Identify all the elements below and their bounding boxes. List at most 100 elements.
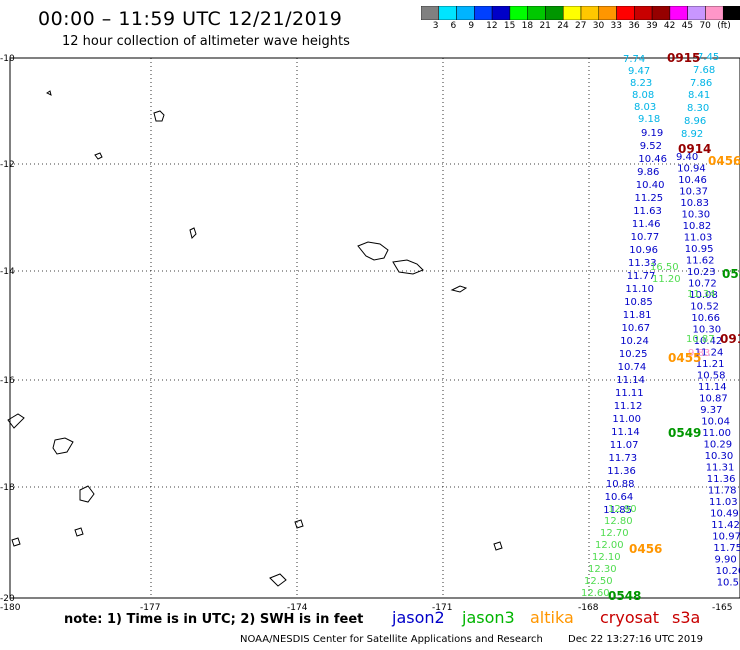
track-value-blue: 10.95 bbox=[685, 244, 714, 255]
track-value-blue: 10.66 bbox=[691, 313, 720, 324]
track-value-blue: 10.49 bbox=[710, 509, 739, 520]
color-scale-label: 30 bbox=[592, 21, 605, 31]
track-value-blue: 10.46 bbox=[678, 175, 707, 186]
track-value-blue: 11.00 bbox=[702, 428, 731, 439]
track-value-blue: 10.20 bbox=[716, 566, 740, 577]
track-value-blue: 10.96 bbox=[629, 245, 658, 256]
y-axis-label: -12 bbox=[0, 160, 15, 170]
track-value-blue: 11.46 bbox=[632, 219, 661, 230]
color-scale-label: 36 bbox=[628, 21, 640, 31]
legend-jason2: jason2 bbox=[392, 608, 445, 627]
track-value-blue: 10.46 bbox=[638, 154, 667, 165]
track-value-blue: 11.03 bbox=[684, 233, 713, 244]
track-value-blue: 10.56 bbox=[717, 578, 740, 589]
track-value-blue: 10.25 bbox=[619, 349, 648, 360]
x-axis-label: -168 bbox=[578, 603, 599, 613]
track-value-blue: 10.08 bbox=[689, 290, 718, 301]
track-value-blue: 11.78 bbox=[708, 486, 737, 497]
color-scale-label: 33 bbox=[610, 21, 622, 31]
color-scale-label: 42 bbox=[663, 21, 676, 31]
track-value-green: 16.50 bbox=[650, 262, 679, 273]
x-axis-label: -165 bbox=[712, 603, 732, 613]
pass-time-altika-mid: 0455 bbox=[668, 351, 701, 365]
track-value-blue: 11.14 bbox=[611, 427, 640, 438]
island-k bbox=[74, 527, 84, 537]
pass-time-jason3-mid: 0549 bbox=[668, 426, 701, 440]
x-axis-label: -180 bbox=[0, 603, 21, 613]
color-scale-label: 21 bbox=[539, 21, 551, 31]
track-value-blue: 10.74 bbox=[618, 362, 647, 373]
legend-jason3: jason3 bbox=[462, 608, 515, 627]
island-j bbox=[11, 537, 21, 547]
track-value-blue: 10.82 bbox=[683, 221, 712, 232]
x-axis-label: -174 bbox=[287, 603, 308, 613]
map-frame bbox=[9, 57, 740, 599]
track-value-blue: 11.14 bbox=[698, 382, 727, 393]
credit-text: NOAA/NESDIS Center for Satellite Applica… bbox=[240, 634, 543, 645]
track-value-blue: 11.85 bbox=[603, 505, 632, 516]
track-value-cyan: 8.03 bbox=[634, 102, 656, 113]
track-value-blue: 9.86 bbox=[637, 167, 659, 178]
island-outlines bbox=[7, 90, 503, 587]
y-axis-label: -20 bbox=[0, 594, 15, 604]
track-value-blue: 11.73 bbox=[609, 453, 638, 464]
axis-labels: -10 -12 -14 -16 -18 -20-180 -177 -174 -171 -168 -1… bbox=[0, 54, 732, 613]
island-samoa-upolu bbox=[357, 241, 389, 261]
track-value-blue: 11.63 bbox=[633, 206, 662, 217]
track-value-blue: 10.37 bbox=[679, 187, 708, 198]
track-value-blue: 11.75 bbox=[713, 543, 740, 554]
color-scale-label: 45 bbox=[681, 21, 694, 31]
track-value-green: 12.70 bbox=[600, 528, 629, 539]
altimeter-track-labels: 7.749.478.238.088.039.18 7.45 7.68 7.868.41… bbox=[581, 51, 740, 603]
track-value-cyan: 7.68 bbox=[693, 65, 715, 76]
color-scale-label: 15 bbox=[503, 21, 516, 31]
pass-time-cryosat-top: 0915 bbox=[667, 51, 700, 65]
track-value-blue: 10.04 bbox=[701, 417, 730, 428]
track-value-green: 12.80 bbox=[604, 516, 633, 527]
track-value-blue: 11.62 bbox=[686, 256, 715, 267]
track-value-blue: 10.87 bbox=[699, 394, 728, 405]
track-value-blue: 10.58 bbox=[697, 371, 726, 382]
track-value-blue: 9.19 bbox=[641, 128, 663, 139]
track-value-cyan: 8.92 bbox=[681, 129, 703, 140]
island-c bbox=[94, 152, 103, 160]
track-value-cyan: 9.18 bbox=[638, 114, 660, 125]
x-axis-label: -171 bbox=[432, 603, 452, 613]
track-value-blue: 11.36 bbox=[707, 474, 736, 485]
track-value-blue: 10.64 bbox=[605, 492, 634, 503]
track-value-blue: 10.52 bbox=[690, 302, 719, 313]
legend-s3a: s3a bbox=[672, 608, 701, 627]
island-e bbox=[450, 285, 468, 293]
track-value-blue: 10.88 bbox=[606, 479, 635, 490]
track-value-blue: 10.85 bbox=[624, 297, 653, 308]
track-value-blue: 11.11 bbox=[615, 388, 644, 399]
track-value-blue: 9.90 bbox=[715, 555, 737, 566]
track-value-blue: 10.77 bbox=[631, 232, 660, 243]
track-value-cyan: 8.30 bbox=[687, 103, 709, 114]
pass-time-altika-bottom: 0456 bbox=[629, 542, 662, 556]
track-value-blue: 10.29 bbox=[704, 440, 733, 451]
track-value-cyan: 8.23 bbox=[630, 78, 652, 89]
pass-time-cryosat-mid: 0914 bbox=[678, 142, 711, 156]
track-value-blue: 11.24 bbox=[695, 348, 724, 359]
track-value-cyan: 8.41 bbox=[688, 90, 710, 101]
color-scale-label: 6 bbox=[450, 21, 457, 31]
color-scale-label: 24 bbox=[557, 21, 569, 31]
y-axis-label: -10 bbox=[0, 54, 15, 64]
track-value-blue: 11.00 bbox=[612, 414, 641, 425]
track-value-green: 12.60 bbox=[581, 588, 610, 599]
track-value-green: 10.87 bbox=[686, 334, 715, 345]
map-subtitle: 12 hour collection of altimeter wave hei… bbox=[62, 34, 350, 49]
track-value-blue: 11.14 bbox=[616, 375, 645, 386]
y-axis-label: -14 bbox=[0, 267, 15, 277]
track-value-blue: 10.23 bbox=[687, 267, 716, 278]
island-g bbox=[269, 573, 287, 587]
track-value-blue: 11.21 bbox=[696, 359, 725, 370]
pass-time-jason3-bottom: 0548 bbox=[608, 589, 641, 603]
track-value-green: 12.00 bbox=[595, 540, 624, 551]
track-value-blue: 10.30 bbox=[682, 210, 711, 221]
track-value-blue: 10.30 bbox=[693, 325, 722, 336]
track-value-cyan: 9.47 bbox=[628, 66, 650, 77]
color-scale-bar bbox=[421, 6, 740, 20]
island-b bbox=[189, 227, 197, 239]
